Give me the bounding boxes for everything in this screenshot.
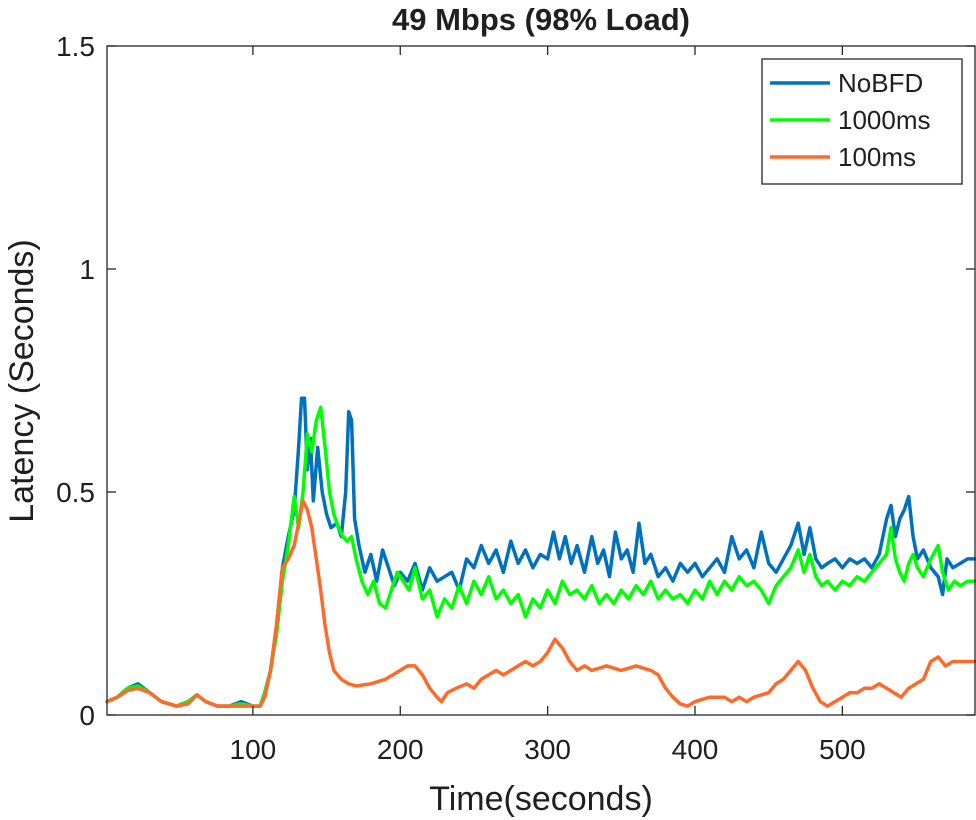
x-tick-label: 100: [230, 734, 277, 765]
y-tick-label: 0.5: [56, 477, 95, 508]
series-line-100ms: [105, 499, 976, 708]
chart-title: 49 Mbps (98% Load): [392, 2, 690, 37]
x-tick-label: 500: [819, 734, 866, 765]
series-layer: [105, 396, 976, 708]
y-tick-label: 0: [79, 700, 95, 731]
legend-entries: NoBFD 1000ms 100ms: [770, 68, 931, 172]
legend-label-1000ms: 1000ms: [838, 105, 931, 135]
x-tick-label: 200: [377, 734, 424, 765]
tick-layer: 100 200 300 400 500 0 0.5 1 1.5: [56, 31, 975, 765]
legend: NoBFD 1000ms 100ms: [761, 58, 963, 185]
plot-frame: [106, 45, 976, 716]
x-tick-label: 300: [524, 734, 571, 765]
legend-label-100ms: 100ms: [838, 142, 916, 172]
x-axis-label: Time(seconds): [429, 780, 653, 818]
legend-label-nobfd: NoBFD: [838, 68, 923, 98]
y-axis-label: Latency (Seconds): [3, 239, 41, 523]
y-tick-label: 1.5: [56, 31, 95, 62]
y-tick-label: 1: [79, 254, 95, 285]
series-line-nobfd: [105, 396, 976, 708]
x-tick-label: 400: [672, 734, 719, 765]
